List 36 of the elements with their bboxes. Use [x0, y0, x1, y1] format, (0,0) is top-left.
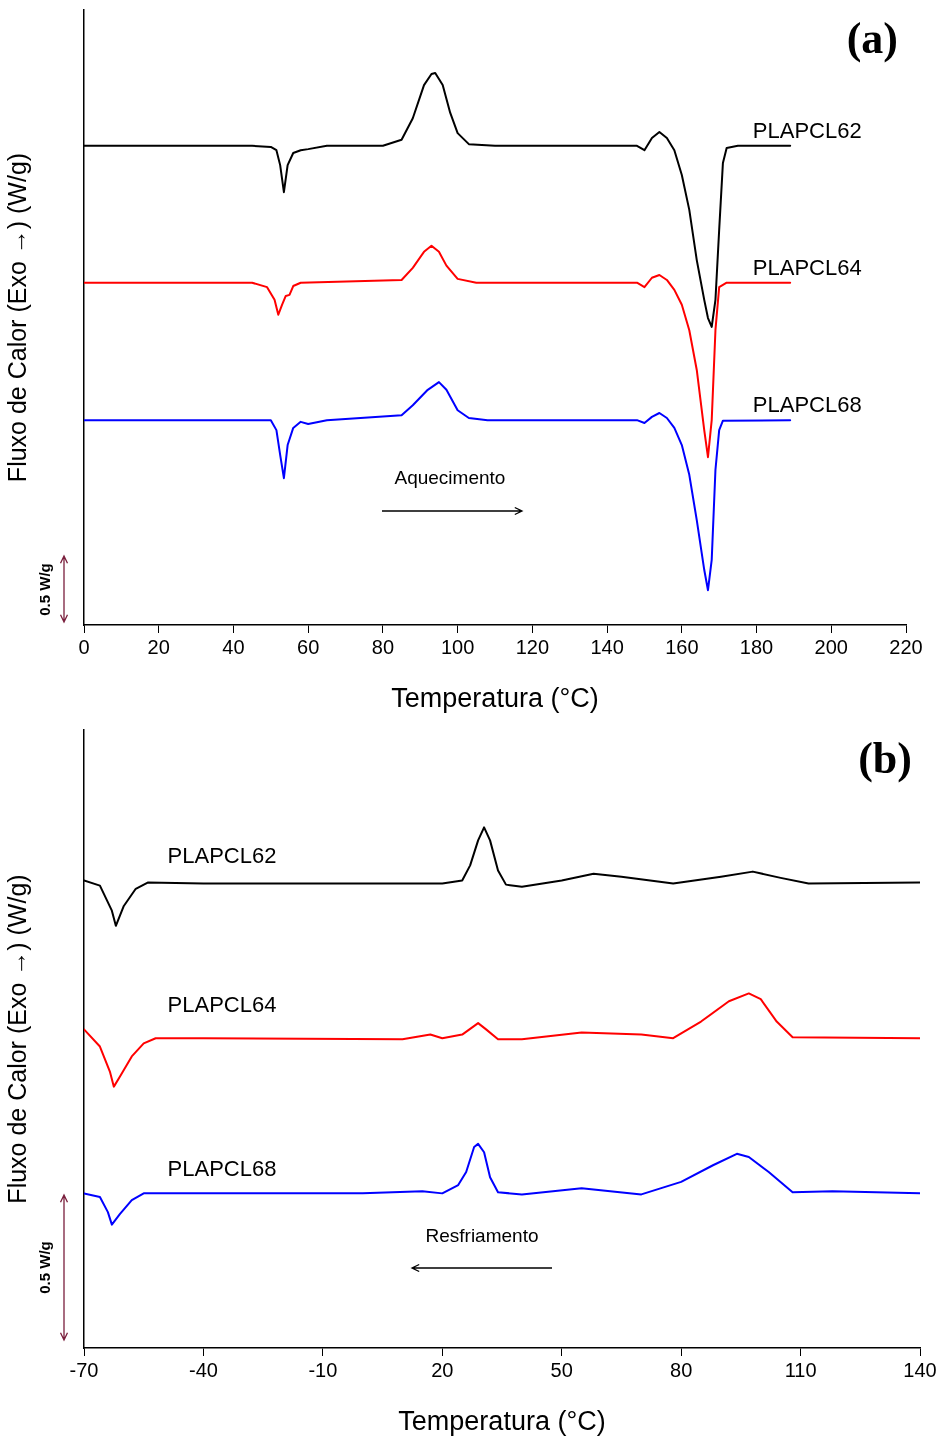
x-tick-label: 50: [550, 1358, 573, 1381]
annotation: Aquecimento: [394, 467, 506, 489]
text: 0.5 W/g: [35, 1241, 53, 1294]
x-tick-label: 80: [670, 1358, 693, 1381]
chart-title: (b): [858, 734, 912, 784]
y-axis-title: Fluxo de Calor (Exo →) (W/g): [2, 152, 31, 483]
x-tick-label: 110: [784, 1358, 817, 1381]
series-label: PLAPCL64: [167, 992, 277, 1017]
x-tick-label: -40: [188, 1358, 218, 1381]
x-tick-label: 180: [739, 635, 774, 658]
x-tick-label: 60: [297, 635, 320, 658]
x-tick-label: 120: [515, 635, 550, 658]
x-tick-label: 140: [903, 1358, 937, 1381]
x-tick-label: 20: [431, 1358, 454, 1381]
series-label: PLAPCL68: [167, 1156, 277, 1181]
x-tick-label: -10: [308, 1358, 338, 1381]
chart-title: (a): [846, 14, 898, 64]
y-axis-title: Fluxo de Calor (Exo →) (W/g): [2, 874, 31, 1204]
x-axis-title: Temperatura (°C): [398, 1406, 606, 1437]
x-tick-label: 100: [440, 635, 475, 658]
x-tick-label: 140: [590, 635, 624, 658]
x-tick-label: 160: [665, 635, 699, 658]
x-tick-label: 20: [147, 635, 170, 658]
x-tick-label: 200: [814, 635, 848, 658]
x-tick-label: 220: [889, 635, 923, 658]
annotation: Resfriamento: [425, 1225, 539, 1247]
text: 0.5 W/g: [35, 562, 53, 616]
x-tick-label: -70: [69, 1358, 99, 1381]
series-label: PLAPCL62: [752, 118, 862, 144]
x-axis-title: Temperatura (°C): [391, 683, 599, 714]
x-tick-label: 40: [222, 635, 245, 658]
series-label: PLAPCL68: [752, 392, 862, 418]
series-label: PLAPCL62: [167, 843, 277, 869]
x-tick-label: 80: [371, 635, 395, 658]
x-tick-label: 0: [78, 635, 90, 658]
series-label: PLAPCL64: [752, 254, 862, 280]
